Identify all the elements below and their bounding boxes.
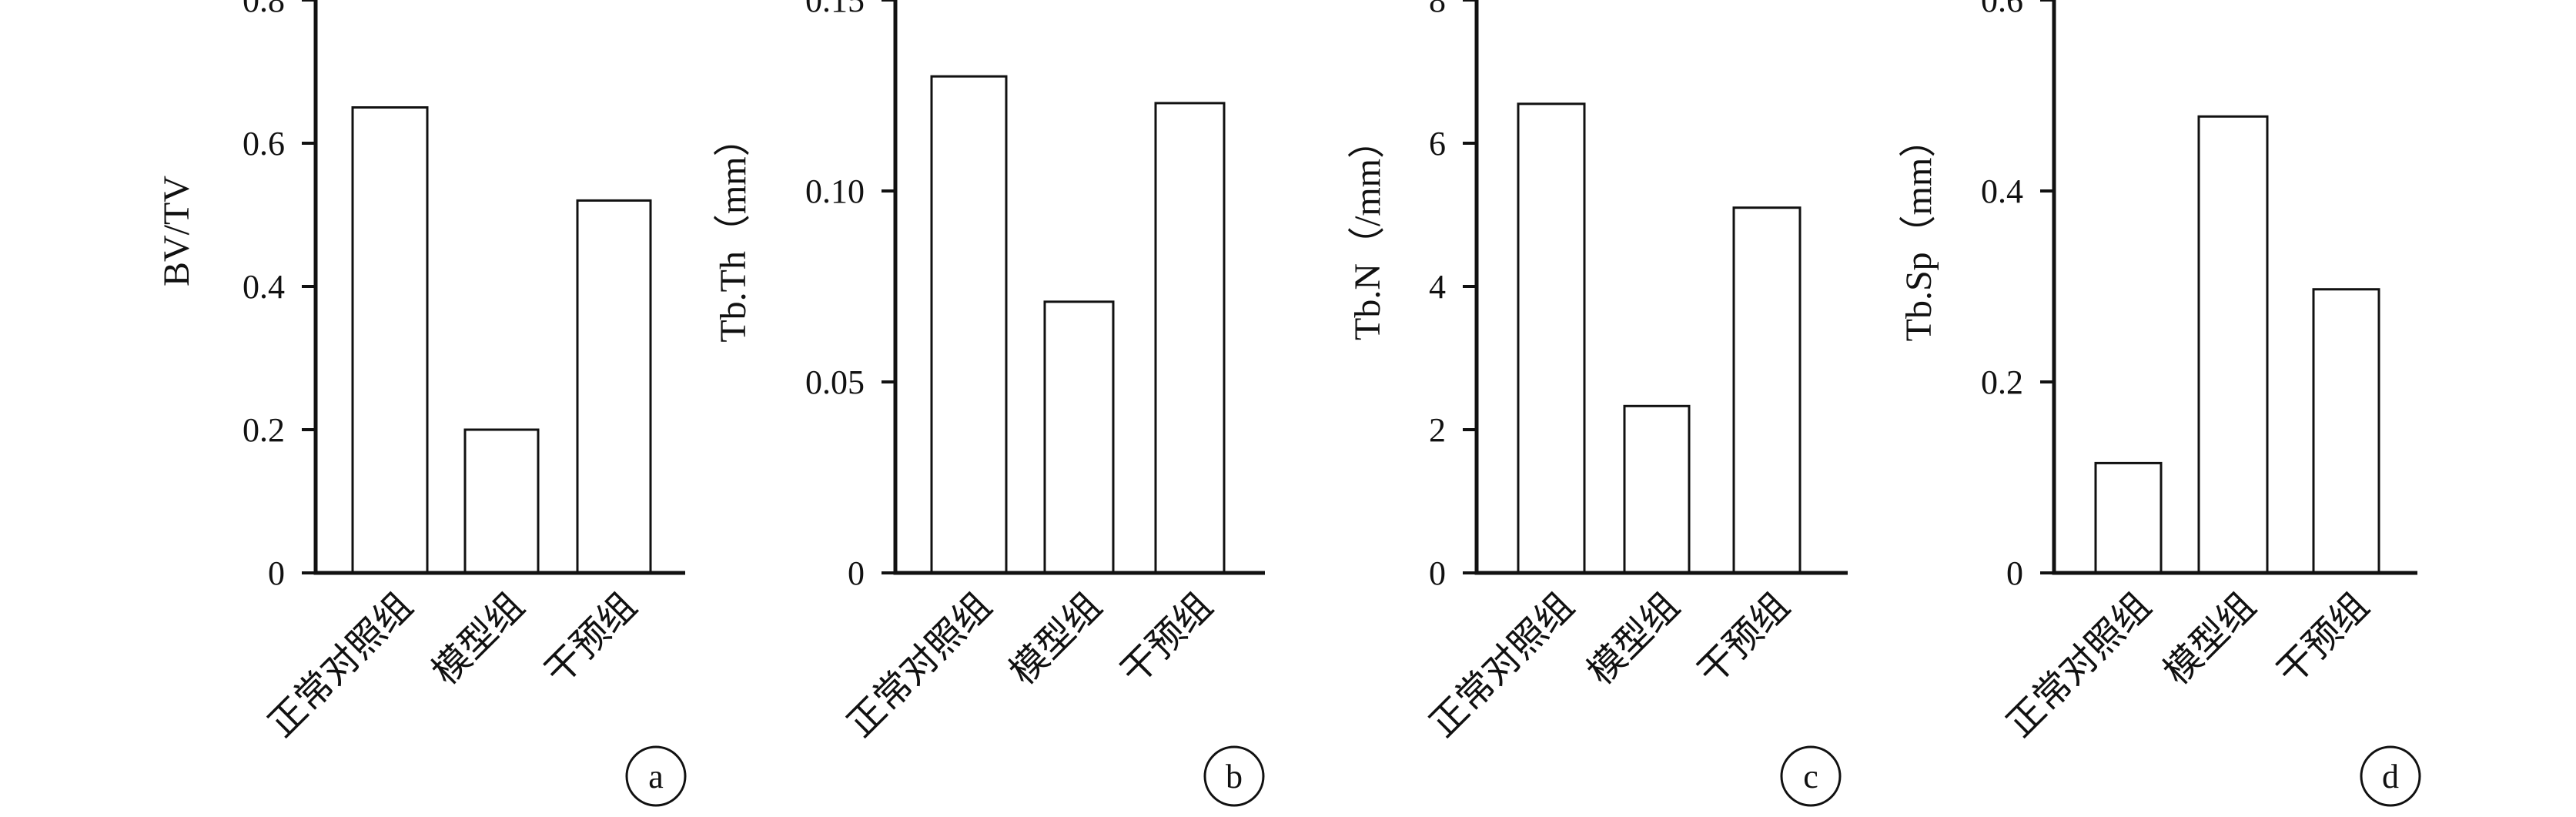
y-tick-label: 0.4 [243,268,285,306]
panel-label: b [1203,745,1265,807]
chart-panel-a: 0 0.2 0.4 0.6 0.8 BV/TV 正常对照组 模型组 干预组 a [156,0,687,807]
x-tick-label: 模型组 [2156,585,2263,692]
y-axis-title: Tb.Sp（mm） [1899,121,1939,342]
x-tick-label: 干预组 [2270,585,2377,692]
panel-label: c [1780,745,1842,807]
y-axis-title: BV/TV [156,176,197,286]
panel-label-text: b [1226,758,1243,795]
panel-label: d [2360,745,2421,807]
bar [1517,102,1586,574]
panel-label-text: a [648,758,664,795]
y-tick-label: 0 [848,554,865,592]
y-tick-label: 0 [2006,554,2023,592]
y-tick-label: 0.2 [243,411,285,449]
panel-label-circle [1203,745,1265,807]
y-axis-title: Tb.N（/mm） [1347,122,1388,340]
y-tick-label: 0.2 [1981,363,2023,401]
y-tick-label: 2 [1429,411,1446,449]
bar [463,428,540,574]
y-tick-label: 0.4 [1981,172,2023,210]
x-tick-label: 正常对照组 [1999,585,2159,745]
chart-panel-b: 0 0.05 0.10 0.15 Tb.Th（mm） 正常对照组 模型组 干预组 b [713,0,1265,807]
panel-label-circle [625,745,687,807]
y-tick-label: 0.6 [243,125,285,162]
x-tick-label: 干预组 [1690,585,1797,692]
panel-label-circle [2360,745,2421,807]
y-tick-label: 0.15 [805,0,865,19]
panel-label-circle [1780,745,1842,807]
y-tick-label: 0.8 [243,0,285,19]
x-tick-label: 正常对照组 [1423,585,1582,745]
y-tick-label: 0.6 [1981,0,2023,19]
bar [2197,115,2269,574]
y-tick-label: 8 [1429,0,1446,19]
x-tick-label: 干预组 [537,585,644,692]
x-tick-label: 干预组 [1113,585,1220,692]
x-tick-label: 模型组 [425,585,532,692]
y-tick-label: 6 [1429,125,1446,162]
bar [1043,300,1115,574]
x-tick-label: 模型组 [1580,585,1687,692]
y-tick-label: 0.10 [805,172,865,210]
y-tick-label: 0.05 [805,363,865,401]
bar [1154,102,1226,574]
panel-label-text: d [2382,758,2399,795]
x-tick-label: 正常对照组 [261,585,420,745]
bar [930,75,1008,574]
y-tick-label: 4 [1429,268,1446,306]
bar [351,106,429,574]
bar [1623,404,1691,574]
panel-label-text: c [1803,758,1818,795]
bar [576,199,652,574]
y-axis-title: Tb.Th（mm） [713,119,754,342]
y-tick-label: 0 [268,554,285,592]
x-tick-label: 模型组 [1002,585,1109,692]
x-tick-label: 正常对照组 [840,585,999,745]
bar [2094,461,2163,574]
panel-label: a [625,745,687,807]
bar [1732,206,1802,574]
y-tick-label: 0 [1429,554,1446,592]
bar [2312,288,2380,574]
